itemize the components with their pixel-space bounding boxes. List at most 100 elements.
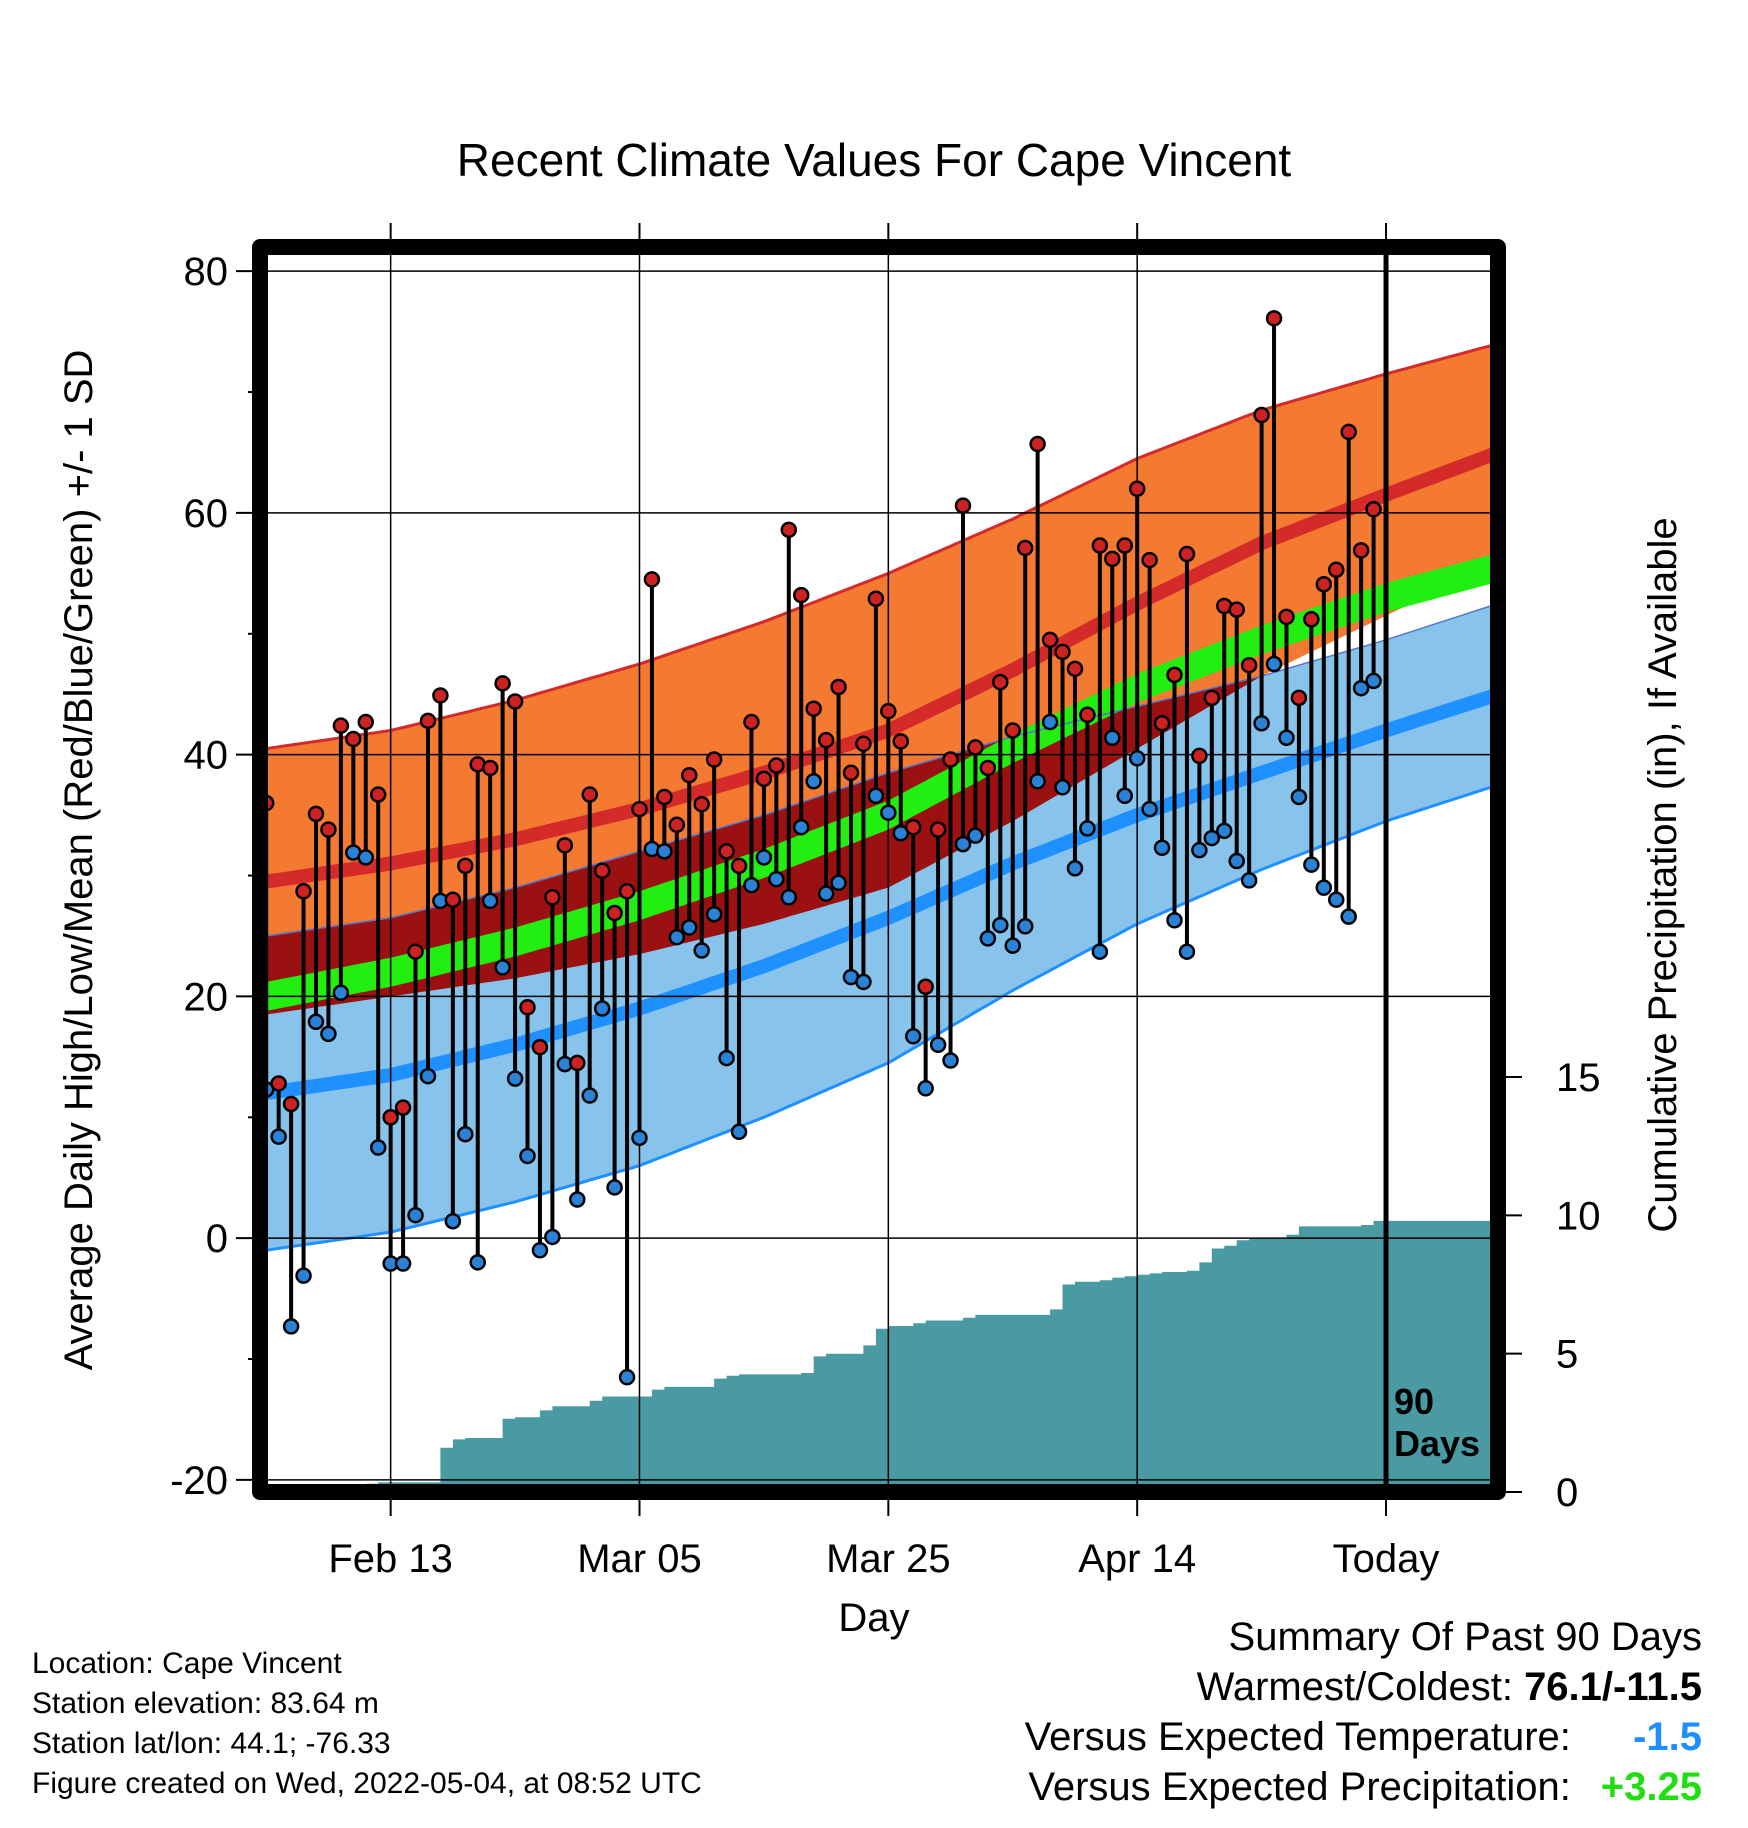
x-tick-label: Mar 25 [826, 1537, 951, 1581]
y-axis-title: Average Daily High/Low/Mean (Red/Blue/Gr… [57, 350, 101, 1371]
low-point [693, 942, 710, 959]
high-point [817, 731, 835, 749]
high-point [855, 735, 872, 753]
high-point [481, 759, 499, 777]
high-point [1340, 423, 1357, 441]
high-point [444, 891, 462, 908]
low-point [768, 870, 785, 888]
high-point [569, 1054, 586, 1072]
y2-tick-label: 0 [1556, 1471, 1578, 1515]
x-axis-title: Day [838, 1596, 909, 1640]
high-point [643, 571, 661, 588]
low-point [569, 1191, 586, 1208]
low-point [506, 1070, 524, 1087]
low-point [631, 1129, 648, 1147]
today-marker-label-line: 90 [1394, 1381, 1434, 1422]
high-point [581, 786, 598, 803]
high-point [730, 857, 748, 875]
high-point [1228, 601, 1245, 618]
low-point [1004, 937, 1022, 954]
precipitation-departure-label: Versus Expected Precipitation: [1028, 1765, 1571, 1809]
high-point [1240, 656, 1258, 674]
high-point [1153, 714, 1171, 732]
high-point [693, 795, 710, 813]
station-latlon: Station lat/lon: 44.1; -76.33 [32, 1727, 391, 1760]
plot-content: 90 Days [260, 247, 1498, 1492]
y-tick-label: 60 [184, 492, 229, 536]
low-point [1079, 820, 1096, 837]
y-tick-label: 20 [184, 975, 229, 1019]
low-point [544, 1228, 561, 1246]
low-point [929, 1036, 947, 1054]
temperature-departure-label: Versus Expected Temperature: [1024, 1715, 1571, 1759]
high-point [1054, 643, 1071, 661]
high-point [1315, 575, 1333, 593]
low-point [1153, 839, 1171, 856]
low-point [357, 849, 375, 866]
high-point [307, 805, 325, 823]
low-point [519, 1147, 536, 1165]
high-point [743, 713, 760, 731]
high-point [1365, 501, 1382, 518]
low-point [1141, 800, 1158, 818]
plot-frame [252, 239, 1506, 1500]
low-point [1029, 773, 1046, 790]
high-point [1066, 660, 1084, 678]
low-point [270, 1128, 287, 1145]
low-point [1178, 943, 1196, 960]
high-sd-band [266, 343, 1498, 1015]
low-point [1352, 679, 1370, 697]
low-point [1203, 829, 1221, 847]
low-point [668, 928, 686, 946]
y2-axis-title: Cumulative Precipitation (in), If Availa… [1641, 517, 1685, 1232]
high-point [867, 590, 885, 607]
plot-area: 90 Days -20 0 20 40 60 80 0 5 10 15 Feb 13 Mar 05 Mar … [170, 223, 1601, 1581]
low-point [1228, 852, 1245, 870]
low-point [904, 1028, 922, 1045]
low-point [1278, 729, 1295, 746]
high-point [681, 766, 698, 784]
high-point [631, 800, 648, 818]
low-point [967, 827, 984, 844]
low-point [1240, 872, 1258, 889]
y2-tick-label: 5 [1556, 1333, 1578, 1377]
high-point [1104, 550, 1121, 568]
high-point [656, 788, 673, 806]
station-location: Location: Cape Vincent [32, 1647, 342, 1680]
x-tick-label: Today [1333, 1537, 1440, 1581]
low-point [1216, 822, 1233, 840]
high-point [1041, 631, 1059, 649]
low-point [369, 1139, 387, 1156]
low-point [1191, 841, 1208, 859]
high-point [1278, 608, 1295, 626]
warmest-coldest-label: Warmest/Coldest: [1196, 1665, 1513, 1709]
high-point [419, 712, 437, 730]
warmest-coldest-value: 76.1/-11.5 [1524, 1665, 1702, 1709]
chart-title: Recent Climate Values For Cape Vincent [457, 134, 1292, 186]
low-point [457, 1125, 474, 1143]
low-point [1066, 860, 1084, 877]
station-info: Location: Cape Vincent Station elevation… [32, 1644, 702, 1804]
high-point [506, 693, 524, 710]
high-point [954, 497, 972, 514]
low-point [718, 1049, 735, 1067]
low-point [1265, 655, 1283, 673]
low-point [805, 773, 822, 790]
low-point [407, 1206, 424, 1224]
low-point [1166, 912, 1183, 929]
low-point [593, 1000, 611, 1017]
mean-band [266, 552, 1498, 1011]
low-point [320, 1025, 337, 1043]
high-point [407, 943, 424, 960]
high-point [768, 757, 785, 774]
high-point [457, 857, 474, 875]
high-point [1303, 611, 1320, 628]
low-point [1290, 788, 1308, 806]
low-point [855, 973, 872, 991]
high-mean-line [265, 445, 1498, 889]
low-point [1365, 672, 1382, 690]
low-point [494, 959, 511, 976]
high-point [618, 883, 636, 900]
high-point [668, 816, 686, 834]
